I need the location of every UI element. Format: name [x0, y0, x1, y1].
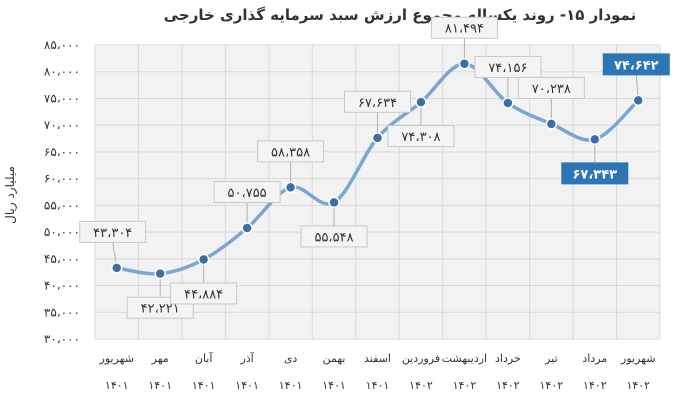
data-label: ۵۵،۵۴۸ [300, 202, 368, 248]
data-label: ۶۷،۳۴۳ [561, 139, 629, 185]
label-box [213, 181, 281, 204]
data-point [545, 118, 558, 130]
data-label-text: ۶۷،۳۴۳ [572, 167, 617, 182]
data-label-text: ۷۴،۳۰۸ [401, 130, 440, 145]
data-labels: ۴۳،۳۰۴ ۴۲،۲۲۱ ۴۴،۸۸۴ ۵۰،۷۵۵ ۵۸،۳۵۸ ۵۵،۵۴۸ ۶۷،۶… [79, 16, 670, 319]
x-tick-year: ۱۴۰۲ [496, 379, 520, 392]
data-point [241, 222, 253, 234]
x-tick-month: دی [284, 352, 298, 365]
y-tick-label: ۸۰،۰۰۰ [44, 65, 80, 79]
data-point [284, 181, 297, 194]
x-tick-year: ۱۴۰۲ [409, 379, 433, 392]
label-box [517, 76, 585, 99]
data-label-text: ۴۴،۸۸۴ [184, 287, 223, 302]
x-tick-year: ۱۴۰۱ [322, 379, 346, 392]
data-label-text: ۴۳،۳۰۴ [93, 226, 132, 241]
y-tick-label: ۸۵،۰۰۰ [44, 38, 80, 52]
data-label-text: ۷۴،۶۴۲ [614, 58, 659, 73]
x-tick-year: ۱۴۰۱ [235, 379, 259, 392]
x-tick-month: شهریور [99, 352, 134, 365]
label-box [387, 125, 455, 148]
y-tick-label: ۷۰،۰۰۰ [44, 118, 80, 132]
data-label-text: ۷۴،۱۵۶ [488, 61, 527, 76]
y-tick-label: ۶۰،۰۰۰ [44, 172, 80, 186]
y-tick-label: ۷۵،۰۰۰ [44, 91, 80, 105]
x-tick-year: ۱۴۰۱ [192, 379, 216, 392]
data-label-text: ۴۲،۲۲۱ [141, 302, 180, 317]
y-tick-label: ۴۵،۰۰۰ [44, 252, 80, 266]
x-tick-month: آبان [195, 351, 213, 365]
x-tick-month: مرداد [582, 352, 607, 365]
x-tick-year: ۱۴۰۱ [105, 379, 129, 392]
label-box [344, 90, 411, 113]
data-label: ۴۳،۳۰۴ [79, 220, 147, 268]
label-box [474, 55, 542, 78]
x-tick-month: اسفند [364, 352, 391, 365]
data-label: ۴۴،۸۸۴ [170, 259, 238, 305]
data-label: ۸۱،۴۹۴ [430, 16, 498, 64]
y-tick-label: ۴۰،۰۰۰ [44, 279, 80, 293]
y-tick-label: ۵۵،۰۰۰ [44, 198, 80, 212]
x-tick-month: اردیبهشت [442, 352, 487, 365]
x-tick-month: خرداد [495, 352, 521, 365]
x-tick-month: شهریور [620, 352, 655, 365]
label-box [300, 225, 368, 248]
data-label-text: ۵۰،۷۵۵ [228, 186, 267, 201]
x-tick-year: ۱۴۰۱ [148, 379, 172, 392]
data-label-text: ۸۱،۴۹۴ [445, 22, 484, 37]
label-box [561, 162, 629, 185]
data-label-text: ۷۰،۲۳۸ [532, 82, 571, 97]
y-tick-label: ۳۵،۰۰۰ [44, 305, 80, 319]
data-point [110, 262, 123, 274]
data-point [371, 132, 384, 144]
data-point [632, 94, 645, 107]
data-point [415, 96, 427, 108]
label-box [79, 220, 147, 243]
y-axis-ticks: ۳۰،۰۰۰ ۳۵،۰۰۰ ۴۰،۰۰۰ ۴۵،۰۰۰ ۵۰،۰۰۰ ۵۵،۰۰۰ ۶۰،۰… [44, 38, 80, 346]
label-box [170, 282, 238, 305]
label-box [430, 16, 498, 39]
x-tick-month: مهر [151, 352, 169, 365]
data-point [589, 133, 601, 146]
x-tick-year: ۱۴۰۲ [453, 379, 477, 392]
data-label: ۷۴،۱۵۶ [474, 55, 542, 103]
data-point [328, 196, 340, 209]
data-label: ۵۸،۳۵۸ [257, 140, 325, 188]
data-point [458, 57, 471, 70]
data-point [197, 253, 210, 266]
x-tick-year: ۱۴۰۱ [279, 379, 303, 392]
label-box [602, 53, 670, 76]
x-tick-month: فروردین [402, 352, 440, 365]
y-axis-label: میلیارد ریال [3, 166, 18, 224]
x-tick-year: ۱۴۰۲ [583, 379, 607, 392]
x-tick-month: آذر [239, 351, 254, 365]
label-box [257, 140, 325, 163]
data-label-text: ۵۸،۳۵۸ [271, 145, 310, 160]
x-tick-year: ۱۴۰۲ [540, 379, 564, 392]
data-label: ۶۷،۶۳۴ [344, 90, 411, 138]
data-label: ۷۴،۳۰۸ [387, 102, 455, 148]
data-label: ۷۰،۲۳۸ [517, 76, 585, 124]
data-markers [110, 57, 645, 280]
x-tick-year: ۱۴۰۲ [626, 379, 650, 392]
x-axis-ticks: شهریور ۱۴۰۱ مهر ۱۴۰۱ آبان ۱۴۰۱ آذر ۱۴۰۱ دی ۱۴۰۱ به… [99, 351, 656, 392]
x-tick-month: تیر [544, 352, 557, 365]
data-point [154, 267, 166, 280]
data-label-text: ۵۵،۵۴۸ [314, 230, 353, 245]
x-tick-year: ۱۴۰۱ [366, 379, 390, 392]
x-tick-month: بهمن [323, 352, 346, 365]
data-point [502, 97, 514, 109]
data-label-text: ۶۷،۶۳۴ [358, 96, 397, 111]
y-tick-label: ۳۰،۰۰۰ [44, 332, 80, 346]
data-label: ۵۰،۷۵۵ [213, 181, 281, 229]
y-tick-label: ۵۰،۰۰۰ [44, 225, 80, 239]
y-tick-label: ۶۵،۰۰۰ [44, 145, 80, 159]
